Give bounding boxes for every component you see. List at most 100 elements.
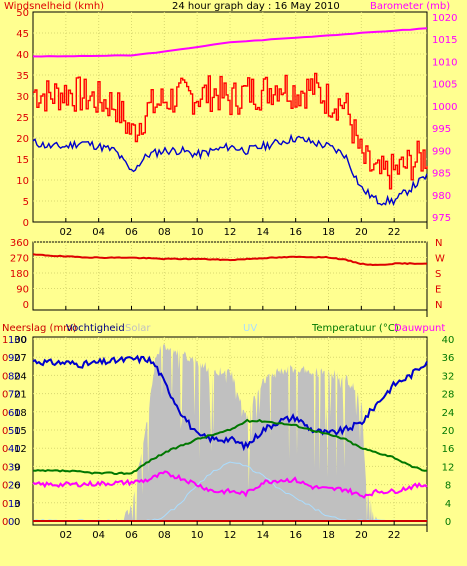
rain-tick-label: 0 bbox=[2, 408, 8, 419]
wind-speed-line bbox=[33, 72, 428, 190]
x-tick-label: 10 bbox=[191, 530, 204, 541]
x-tick-label: 18 bbox=[322, 227, 335, 238]
solar-area bbox=[33, 343, 427, 521]
y-tick-label-left: 50 bbox=[16, 8, 29, 19]
temperature-tick-label: 24 bbox=[442, 408, 455, 419]
direction-tick-label: 270 bbox=[10, 254, 29, 265]
y-tick-label-left: 0 bbox=[23, 218, 29, 229]
x-tick-label: 06 bbox=[125, 227, 138, 238]
solar-tick-label: 30 bbox=[14, 335, 27, 346]
temperature-tick-label: 16 bbox=[442, 444, 455, 455]
y-tick-label-right: 975 bbox=[432, 213, 451, 224]
direction-tick-label: 0 bbox=[23, 300, 29, 311]
rain-tick-label: 0 bbox=[2, 444, 8, 455]
direction-tick-label: 360 bbox=[10, 238, 29, 249]
compass-tick-label: N bbox=[435, 238, 442, 249]
temperature-tick-label: 40 bbox=[442, 335, 455, 346]
rain-tick-label: 0 bbox=[2, 390, 8, 401]
rain-tick-label: 0 bbox=[2, 462, 8, 473]
y-tick-label-left: 15 bbox=[16, 155, 29, 166]
y-tick-label-left: 20 bbox=[16, 134, 29, 145]
y-tick-label-right: 990 bbox=[432, 146, 451, 157]
y-tick-label-left: 45 bbox=[16, 29, 29, 40]
humidity-line bbox=[32, 354, 428, 452]
solar-tick-label: 15 bbox=[14, 426, 27, 437]
solar-tick-label: 27 bbox=[14, 353, 27, 364]
wind-direction-line bbox=[32, 253, 427, 267]
uv-label: UV bbox=[243, 323, 257, 334]
x-tick-label: 20 bbox=[355, 530, 368, 541]
dewpoint-line bbox=[32, 470, 428, 499]
y-tick-label-right: 985 bbox=[432, 169, 451, 180]
solar-tick-label: 9 bbox=[14, 462, 20, 473]
wind-average-line bbox=[32, 133, 428, 207]
y-tick-label-right: 1015 bbox=[432, 35, 457, 46]
y-tick-label-right: 995 bbox=[432, 124, 451, 135]
y-tick-label-right: 980 bbox=[432, 191, 451, 202]
humidity-tick-label: 70 bbox=[8, 390, 21, 401]
y-tick-label-left: 25 bbox=[16, 113, 29, 124]
humidity-tick-label: 50 bbox=[8, 426, 21, 437]
x-tick-label: 22 bbox=[388, 227, 401, 238]
y-tick-label-left: 5 bbox=[23, 197, 29, 208]
barometer-line bbox=[32, 27, 428, 58]
x-tick-label: 04 bbox=[92, 227, 105, 238]
y-tick-label-right: 1020 bbox=[432, 13, 457, 24]
compass-tick-label: N bbox=[435, 300, 442, 311]
x-tick-label: 02 bbox=[59, 530, 72, 541]
x-tick-label: 08 bbox=[158, 227, 171, 238]
solar-tick-label: 0 bbox=[14, 517, 20, 528]
rain-tick-label: 0 bbox=[2, 499, 8, 510]
humidity-label: Vochtigheid bbox=[66, 323, 125, 334]
y-tick-label-right: 1010 bbox=[432, 57, 457, 68]
temperature-tick-label: 28 bbox=[442, 390, 455, 401]
humidity-tick-label: 80 bbox=[8, 371, 21, 382]
compass-tick-label: S bbox=[435, 269, 441, 280]
temperature-tick-label: 8 bbox=[445, 481, 451, 492]
solar-tick-label: 24 bbox=[14, 371, 27, 382]
x-tick-label: 14 bbox=[256, 530, 269, 541]
chart-right-label: Barometer (mb) bbox=[370, 1, 450, 12]
humidity-tick-label: 20 bbox=[8, 481, 21, 492]
rain-tick-label: 0 bbox=[2, 353, 8, 364]
y-tick-label-right: 1005 bbox=[432, 80, 457, 91]
solar-tick-label: 3 bbox=[14, 499, 20, 510]
humidity-tick-label: 100 bbox=[8, 335, 27, 346]
rain-tick-label: 0 bbox=[2, 481, 8, 492]
rain-tick-label: 1 bbox=[2, 335, 8, 346]
direction-tick-label: 90 bbox=[16, 285, 29, 296]
solar-tick-label: 12 bbox=[14, 444, 27, 455]
x-tick-label: 22 bbox=[388, 530, 401, 541]
temperature-tick-label: 20 bbox=[442, 426, 455, 437]
y-tick-label-right: 1000 bbox=[432, 102, 457, 113]
x-tick-label: 16 bbox=[289, 227, 302, 238]
temperature-tick-label: 0 bbox=[445, 517, 451, 528]
direction-tick-label: 180 bbox=[10, 269, 29, 280]
solar-tick-label: 18 bbox=[14, 408, 27, 419]
dewpoint-label: Dauwpunt bbox=[394, 323, 445, 334]
x-tick-label: 04 bbox=[92, 530, 105, 541]
compass-tick-label: E bbox=[435, 285, 441, 296]
x-tick-label: 18 bbox=[322, 530, 335, 541]
rain-tick-label: 0 bbox=[2, 426, 8, 437]
y-tick-label-left: 40 bbox=[16, 50, 29, 61]
temperature-tick-label: 4 bbox=[445, 499, 451, 510]
solar-tick-label: 21 bbox=[14, 390, 27, 401]
temperature-tick-label: 32 bbox=[442, 371, 455, 382]
humidity-tick-label: 40 bbox=[8, 444, 21, 455]
x-tick-label: 06 bbox=[125, 530, 138, 541]
chart-left-label: Windsnelheid (kmh) bbox=[4, 1, 104, 12]
y-tick-label-left: 10 bbox=[16, 176, 29, 187]
y-tick-label-left: 30 bbox=[16, 92, 29, 103]
rain-label: Neerslag (mm) bbox=[2, 323, 77, 334]
humidity-tick-label: 10 bbox=[8, 499, 21, 510]
x-tick-label: 12 bbox=[224, 227, 237, 238]
temperature-tick-label: 36 bbox=[442, 353, 455, 364]
rain-tick-label: 0 bbox=[2, 371, 8, 382]
humidity-tick-label: 60 bbox=[8, 408, 21, 419]
temperature-label: Temperatuur (°C) bbox=[311, 323, 399, 334]
y-tick-label-left: 35 bbox=[16, 71, 29, 82]
x-tick-label: 12 bbox=[224, 530, 237, 541]
